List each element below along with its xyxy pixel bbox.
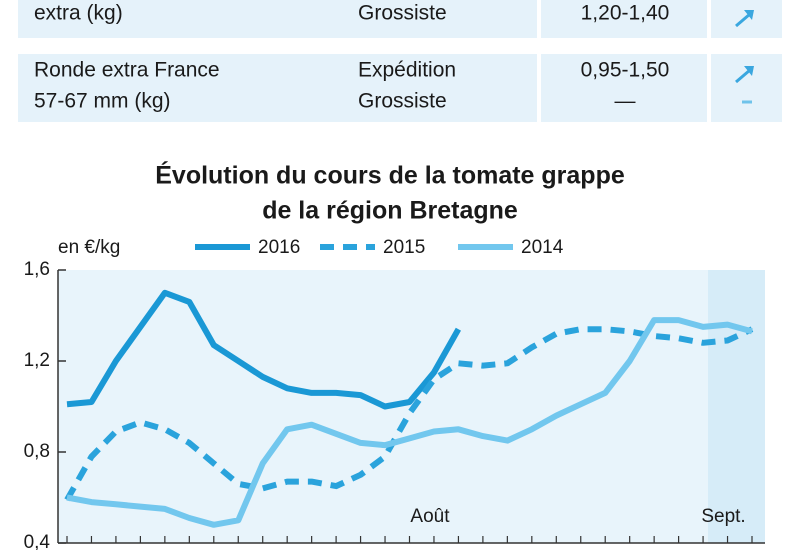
table-row-bg <box>18 54 782 122</box>
cell: 1,20-1,40 <box>581 2 670 25</box>
month-shade <box>708 270 765 543</box>
chart-title: Évolution du cours de la tomate grappe <box>155 161 625 190</box>
legend-label: 2014 <box>521 237 564 258</box>
cell: 57-67 mm (kg) <box>34 90 171 113</box>
chart-title: de la région Bretagne <box>262 197 518 225</box>
y-axis-label: en €/kg <box>58 237 120 258</box>
cell: Ronde extra France <box>34 59 220 82</box>
series-line <box>66 317 753 528</box>
trend-arrow <box>735 66 754 84</box>
legend-label: 2015 <box>383 237 425 258</box>
table-divider <box>707 0 711 122</box>
y-tick-label: 1,6 <box>24 259 50 280</box>
cell: extra (kg) <box>34 2 123 25</box>
x-tick-label: Août <box>410 506 450 527</box>
legend-label: 2016 <box>258 237 300 258</box>
x-tick-label: Sept. <box>701 506 745 527</box>
cell: 0,95-1,50 <box>581 59 670 82</box>
table-row-bg <box>18 0 782 38</box>
series-line <box>66 289 462 410</box>
cell: Grossiste <box>358 2 447 25</box>
y-tick-label: 0,4 <box>24 532 51 550</box>
cell: Grossiste <box>358 90 447 113</box>
trend-arrow <box>735 10 754 28</box>
series-line <box>64 326 754 502</box>
cell: Expédition <box>358 59 456 82</box>
y-tick-label: 1,2 <box>24 350 50 371</box>
y-tick-label: 0,8 <box>24 441 50 462</box>
cell: — <box>615 90 636 113</box>
table-divider <box>537 0 541 122</box>
